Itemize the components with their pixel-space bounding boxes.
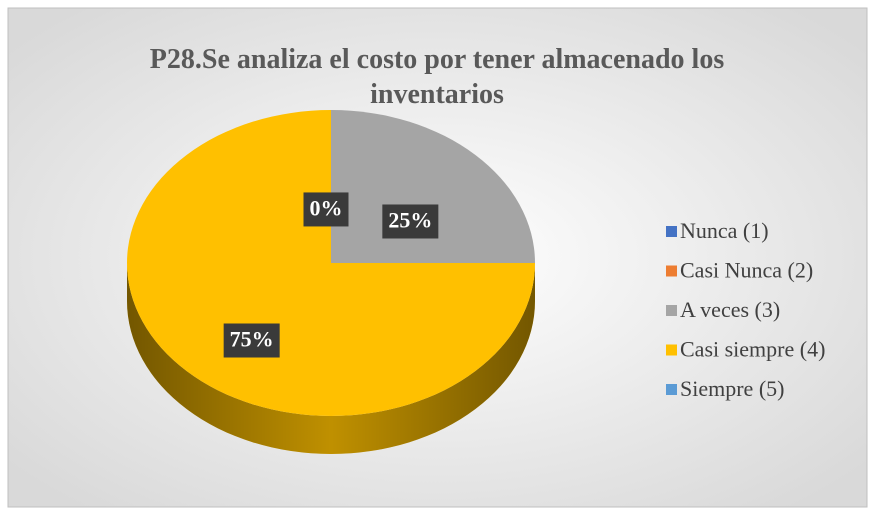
side-shade [127,263,535,454]
title-line: inventarios [370,79,504,110]
slice [331,110,535,263]
data-label: 0% [303,192,349,227]
data-label-box [303,192,349,227]
data-label: 75% [223,323,280,358]
chart-title: P28.Se analiza el costo por tener almace… [150,44,725,110]
legend-swatch [666,344,677,356]
data-label-box [382,204,439,239]
data-label: 25% [382,204,439,239]
data-label-text: 75% [230,327,274,352]
legend-label: A veces (3) [680,297,780,322]
legend-label: Siempre (5) [680,376,784,401]
data-label-text: 0% [310,195,343,220]
legend-swatch [666,384,677,395]
data-label-box [223,323,280,358]
legend-swatch [666,265,677,277]
legend-swatch [666,305,677,316]
legend-label: Casi Nunca (2) [680,258,813,283]
title-line: P28.Se analiza el costo por tener almace… [150,44,725,75]
legend-label: Casi siempre (4) [680,337,825,362]
legend-label: Nunca (1) [680,218,769,243]
data-label-text: 25% [388,208,432,233]
legend-swatch [666,226,677,237]
